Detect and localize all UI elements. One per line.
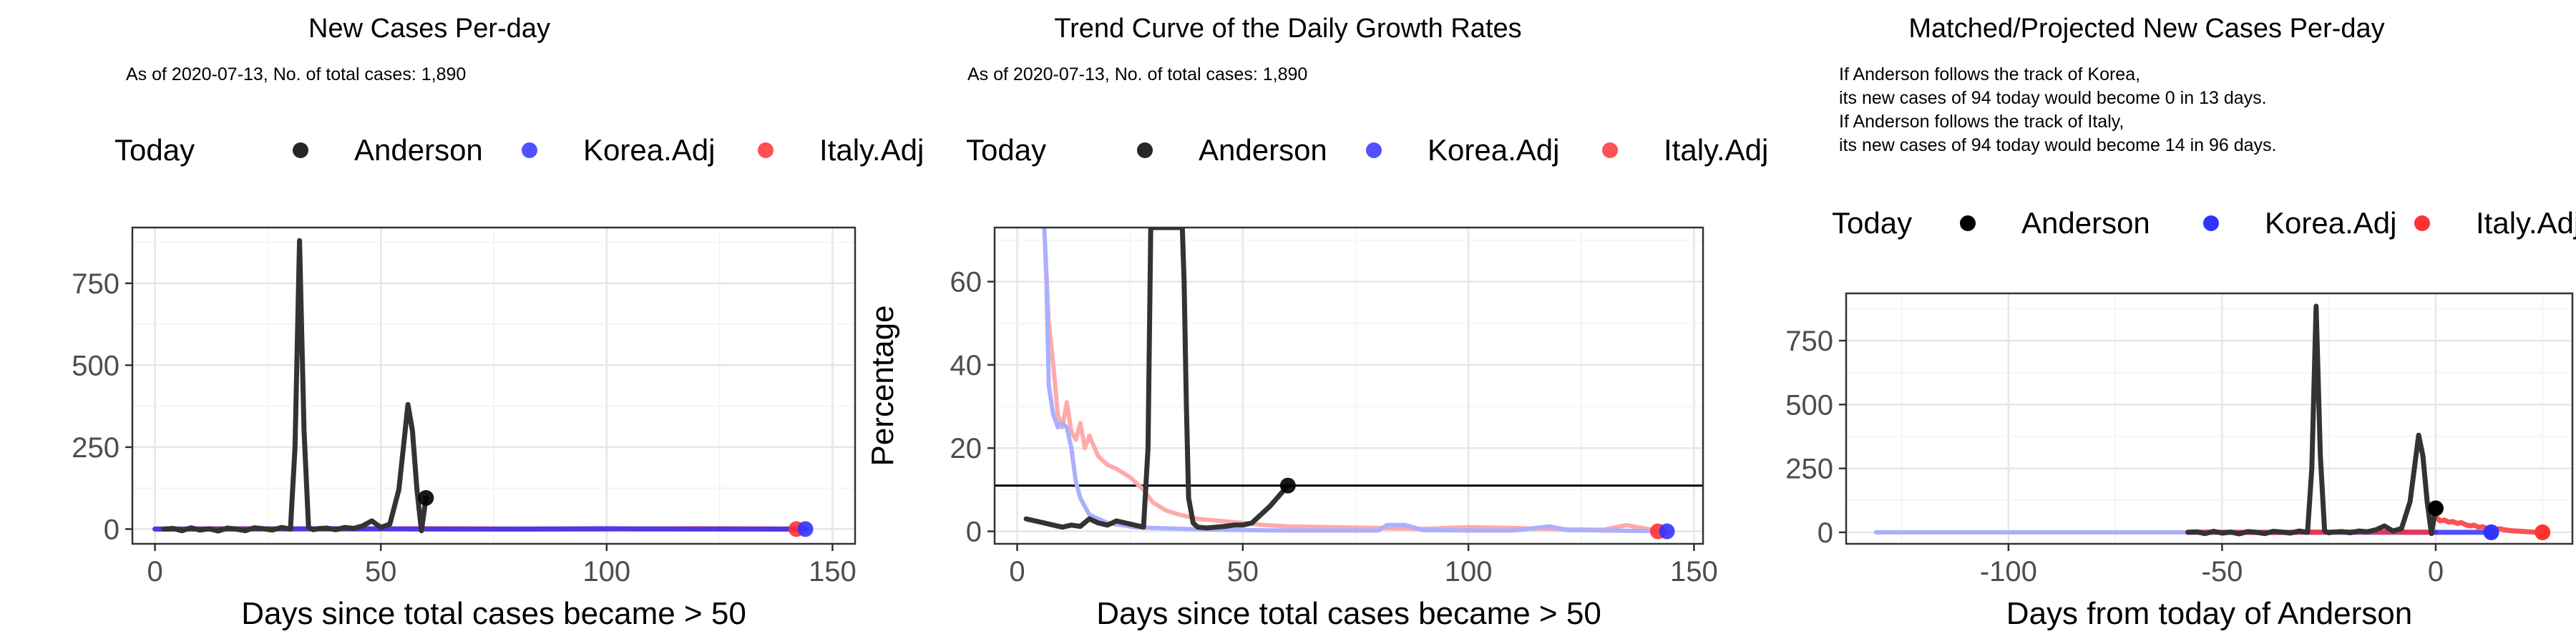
x-tick-label: 0 xyxy=(147,556,162,587)
x-axis-label: Days since total cases became > 50 xyxy=(241,596,746,631)
point-anderson xyxy=(2427,500,2444,517)
chart-legend: Today Anderson Korea.Adj Italy.Adj xyxy=(966,133,1768,167)
chart-subtitle: As of 2020-07-13, No. of total cases: 1,… xyxy=(126,64,466,84)
plot-grid xyxy=(995,228,1703,544)
legend-label: Italy.Adj xyxy=(819,133,924,167)
y-tick-label: 40 xyxy=(950,350,982,381)
legend-title: Today xyxy=(966,133,1046,167)
point-anderson xyxy=(1279,477,1296,494)
y-tick-label: 500 xyxy=(72,350,119,381)
chart-legend: Today Anderson Korea.Adj Italy.Adj xyxy=(1832,206,2576,240)
point-italy-adj xyxy=(2534,524,2551,540)
chart-panel-new-cases: New Cases Per-day As of 2020-07-13, No. o… xyxy=(0,0,924,644)
plot-grid xyxy=(1846,293,2572,544)
legend-key-korea-adj xyxy=(2203,215,2219,231)
x-tick-label: 100 xyxy=(582,556,630,587)
legend-key-italy-adj xyxy=(2414,215,2430,231)
chart-new-cases-per-day: New Cases Per-day As of 2020-07-13, No. o… xyxy=(72,14,924,631)
series-line-italy-adj xyxy=(1042,228,1660,534)
chart-title: New Cases Per-day xyxy=(308,14,550,44)
y-tick-label: 0 xyxy=(966,517,982,548)
legend-title: Today xyxy=(1832,206,1912,240)
y-tick-label: 250 xyxy=(1785,454,1833,485)
y-tick-label: 0 xyxy=(1818,517,1833,549)
plot-grid xyxy=(132,228,855,544)
legend-label: Korea.Adj xyxy=(1428,133,1559,167)
legend-label: Anderson xyxy=(2021,206,2150,240)
legend-label: Italy.Adj xyxy=(1664,133,1768,167)
legend-key-italy-adj xyxy=(1602,142,1618,158)
point-korea-adj xyxy=(797,521,814,537)
series-line-anderson xyxy=(2185,303,2439,537)
y-tick-label: 500 xyxy=(1785,389,1833,421)
series-line-anderson xyxy=(161,238,429,534)
x-axis-label: Days from today of Anderson xyxy=(2006,596,2412,631)
y-tick-label: 250 xyxy=(72,432,119,464)
x-tick-label: 0 xyxy=(1009,556,1025,587)
legend-key-italy-adj xyxy=(758,142,774,158)
legend-label: Anderson xyxy=(354,133,483,167)
x-tick-label: 150 xyxy=(1670,556,1718,587)
annotation-line: its new cases of 94 today would become 1… xyxy=(1839,135,2276,155)
x-tick-label: -100 xyxy=(1980,556,2037,587)
annotation-line: If Anderson follows the track of Korea, xyxy=(1839,64,2140,84)
plot-area xyxy=(995,228,1703,534)
x-tick-label: 100 xyxy=(1445,556,1493,587)
legend-label: Italy.Adj xyxy=(2476,206,2576,240)
point-korea-adj xyxy=(1659,523,1675,540)
point-korea-adj xyxy=(2483,524,2499,540)
y-tick-label: 0 xyxy=(104,514,119,545)
y-tick-label: 750 xyxy=(1785,326,1833,357)
y-tick-label: 20 xyxy=(950,433,982,464)
annotation-line: its new cases of 94 today would become 0… xyxy=(1839,88,2267,108)
legend-key-korea-adj xyxy=(522,142,537,158)
chart-legend: Today Anderson Korea.Adj Italy.Adj xyxy=(114,133,924,167)
legend-key-anderson xyxy=(293,142,308,158)
point-anderson xyxy=(418,489,434,506)
legend-key-anderson xyxy=(1137,142,1153,158)
x-tick-label: 50 xyxy=(1227,556,1259,587)
legend-label: Anderson xyxy=(1199,133,1327,167)
chart-panel-projected: Matched/Projected New Cases Per-day If An… xyxy=(1717,0,2576,644)
plot-border xyxy=(993,226,1704,545)
y-tick-label: 750 xyxy=(72,268,119,300)
plot-area xyxy=(152,238,809,534)
legend-title: Today xyxy=(114,133,195,167)
plot-area xyxy=(1873,303,2545,537)
y-tick-label: 60 xyxy=(950,267,982,298)
legend-label: Korea.Adj xyxy=(2265,206,2396,240)
x-axis-label: Days since total cases became > 50 xyxy=(1096,596,1601,631)
chart-projected-new-cases: Matched/Projected New Cases Per-day If An… xyxy=(1785,14,2576,631)
legend-key-korea-adj xyxy=(1366,142,1382,158)
annotation-line: If Anderson follows the track of Italy, xyxy=(1839,112,2124,132)
chart-title: Matched/Projected New Cases Per-day xyxy=(1908,14,2384,44)
x-tick-label: 50 xyxy=(365,556,397,587)
y-axis-label: Percentage xyxy=(865,305,900,466)
plot-border xyxy=(131,226,857,545)
plot-border xyxy=(1845,292,2574,545)
x-tick-label: 150 xyxy=(809,556,857,587)
x-tick-label: -50 xyxy=(2202,556,2243,587)
series-line-anderson xyxy=(1023,228,1291,531)
chart-panel-growth-rates: Trend Curve of the Daily Growth Rates As … xyxy=(859,0,1768,644)
chart-subtitle: As of 2020-07-13, No. of total cases: 1,… xyxy=(967,64,1307,84)
legend-label: Korea.Adj xyxy=(583,133,715,167)
x-tick-label: 0 xyxy=(2428,556,2444,587)
chart-title: Trend Curve of the Daily Growth Rates xyxy=(1054,14,1521,44)
legend-key-anderson xyxy=(1960,215,1976,231)
chart-daily-growth-rates: Trend Curve of the Daily Growth Rates As … xyxy=(865,14,1768,631)
